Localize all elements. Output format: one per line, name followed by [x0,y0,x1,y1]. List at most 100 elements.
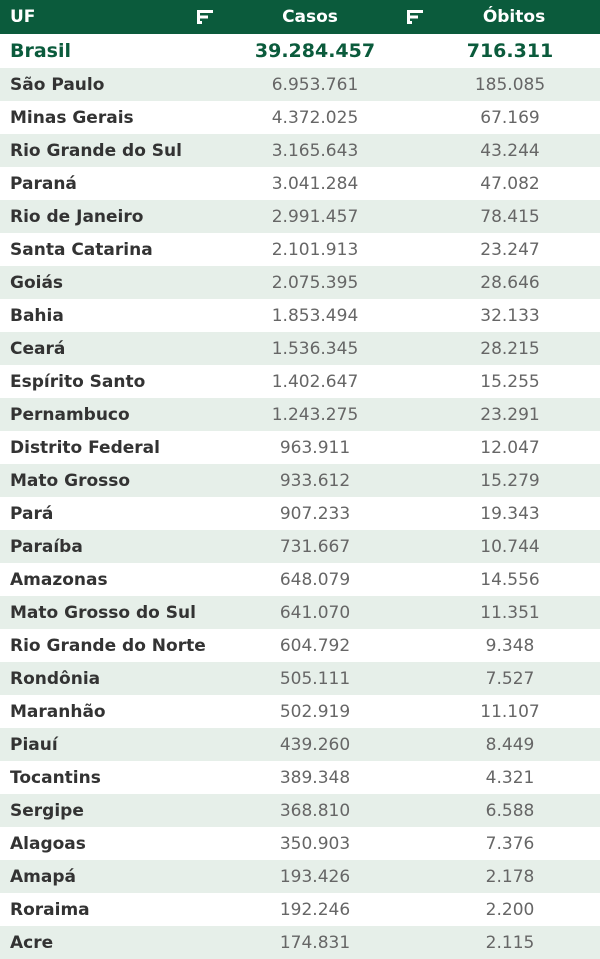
row-casos: 2.075.395 [271,272,359,293]
row-casos: 192.246 [279,899,351,920]
row-uf: Santa Catarina [10,239,153,260]
table-row: Mato Grosso 933.612 15.279 [0,464,600,497]
table-row: Amapá 193.426 2.178 [0,860,600,893]
row-uf: Minas Gerais [10,107,134,128]
row-obitos: 4.321 [485,767,535,788]
row-uf: Pernambuco [10,404,130,425]
row-obitos: 10.744 [480,536,540,557]
row-obitos: 2.178 [485,866,535,887]
column-header-uf[interactable]: UF [10,7,36,27]
row-uf: São Paulo [10,74,105,95]
total-casos: 39.284.457 [254,40,376,62]
row-uf: Acre [10,932,54,953]
row-uf: Ceará [10,338,66,359]
table-row: Santa Catarina 2.101.913 23.247 [0,233,600,266]
row-obitos: 2.115 [485,932,535,953]
row-obitos: 23.291 [480,404,540,425]
table-row: Paraíba 731.667 10.744 [0,530,600,563]
row-obitos: 9.348 [485,635,535,656]
table-row: Minas Gerais 4.372.025 67.169 [0,101,600,134]
table-row: Tocantins 389.348 4.321 [0,761,600,794]
row-uf: Rio Grande do Norte [10,635,206,656]
table-row: Bahia 1.853.494 32.133 [0,299,600,332]
sort-casos-button[interactable] [190,8,220,26]
total-obitos: 716.311 [466,40,554,62]
row-uf: Bahia [10,305,64,326]
row-uf: Rondônia [10,668,101,689]
row-casos: 648.079 [279,569,351,590]
table-row: Mato Grosso do Sul 641.070 11.351 [0,596,600,629]
row-casos: 1.402.647 [271,371,359,392]
row-uf: Paraná [10,173,77,194]
row-uf: Distrito Federal [10,437,160,458]
row-casos: 6.953.761 [271,74,359,95]
row-uf: Mato Grosso do Sul [10,602,196,623]
row-casos: 4.372.025 [271,107,359,128]
sort-bars-icon [407,10,423,24]
row-obitos: 67.169 [480,107,540,128]
row-casos: 2.101.913 [271,239,359,260]
table-row: Rondônia 505.111 7.527 [0,662,600,695]
row-casos: 933.612 [279,470,351,491]
row-casos: 3.041.284 [271,173,359,194]
row-casos: 3.165.643 [271,140,359,161]
row-uf: Alagoas [10,833,86,854]
table-header: UF Casos Óbitos [0,0,600,34]
row-obitos: 47.082 [480,173,540,194]
sort-bars-icon [197,10,213,24]
table-row: Espírito Santo 1.402.647 15.255 [0,365,600,398]
row-uf: Sergipe [10,800,84,821]
table-row: Distrito Federal 963.911 12.047 [0,431,600,464]
table-row: Paraná 3.041.284 47.082 [0,167,600,200]
table-row: Rio Grande do Norte 604.792 9.348 [0,629,600,662]
row-obitos: 2.200 [485,899,535,920]
row-casos: 174.831 [279,932,351,953]
row-uf: Pará [10,503,54,524]
table-row: Pernambuco 1.243.275 23.291 [0,398,600,431]
table-body: Brasil 39.284.457 716.311 São Paulo 6.953… [0,34,600,959]
row-obitos: 28.646 [480,272,540,293]
row-obitos: 15.279 [480,470,540,491]
row-obitos: 12.047 [480,437,540,458]
table-row: Sergipe 368.810 6.588 [0,794,600,827]
row-obitos: 8.449 [485,734,535,755]
row-casos: 1.243.275 [271,404,359,425]
column-header-obitos[interactable]: Óbitos [482,7,546,27]
row-obitos: 43.244 [480,140,540,161]
table-row: Goiás 2.075.395 28.646 [0,266,600,299]
row-uf: Piauí [10,734,58,755]
total-uf: Brasil [10,40,72,62]
row-casos: 731.667 [279,536,351,557]
column-header-casos[interactable]: Casos [282,7,338,27]
row-casos: 1.536.345 [271,338,359,359]
row-uf: Roraima [10,899,90,920]
row-uf: Goiás [10,272,64,293]
row-casos: 604.792 [279,635,351,656]
row-uf: Maranhão [10,701,106,722]
table-row: Acre 174.831 2.115 [0,926,600,959]
row-obitos: 14.556 [480,569,540,590]
row-casos: 193.426 [279,866,351,887]
table-row: São Paulo 6.953.761 185.085 [0,68,600,101]
row-casos: 963.911 [279,437,351,458]
sort-obitos-button[interactable] [400,8,430,26]
row-obitos: 78.415 [480,206,540,227]
row-obitos: 15.255 [480,371,540,392]
table-row: Piauí 439.260 8.449 [0,728,600,761]
total-row: Brasil 39.284.457 716.311 [0,34,600,68]
row-casos: 641.070 [279,602,351,623]
row-uf: Tocantins [10,767,101,788]
row-casos: 505.111 [279,668,351,689]
table-row: Rio Grande do Sul 3.165.643 43.244 [0,134,600,167]
row-uf: Rio Grande do Sul [10,140,182,161]
row-casos: 439.260 [279,734,351,755]
row-obitos: 19.343 [480,503,540,524]
table-row: Maranhão 502.919 11.107 [0,695,600,728]
row-obitos: 11.351 [480,602,540,623]
row-casos: 2.991.457 [271,206,359,227]
row-casos: 1.853.494 [271,305,359,326]
row-casos: 502.919 [279,701,351,722]
table-row: Ceará 1.536.345 28.215 [0,332,600,365]
row-obitos: 185.085 [474,74,546,95]
